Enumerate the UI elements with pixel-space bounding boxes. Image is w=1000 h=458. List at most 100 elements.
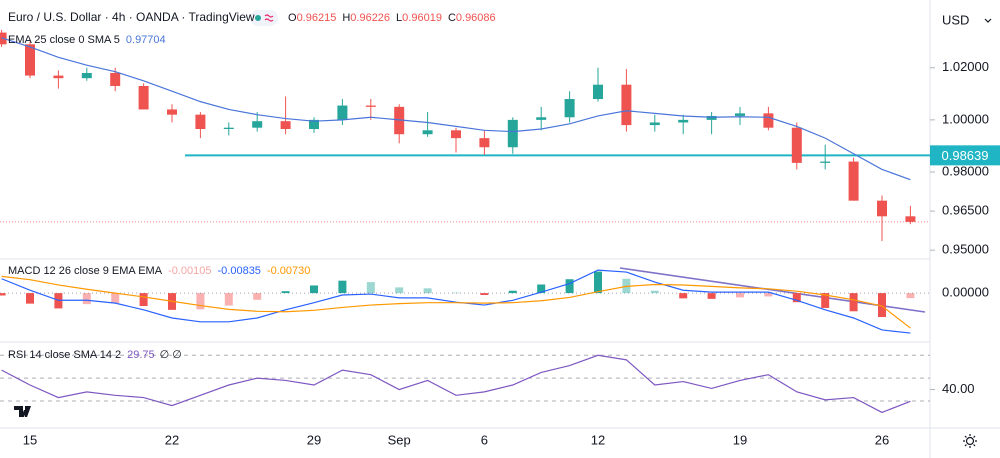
macd-histogram-bar <box>792 293 801 303</box>
candle-body <box>110 72 121 86</box>
macd-histogram-bar <box>423 288 432 294</box>
macd-histogram-bar <box>111 293 120 304</box>
macd-histogram-bar <box>224 293 233 306</box>
macd-histogram-bar <box>821 293 830 308</box>
ohlc-key: O <box>288 12 297 24</box>
ohlc-key: L <box>396 12 402 24</box>
market-open-dot <box>255 15 261 21</box>
rsi-line <box>1 354 911 414</box>
macd-title: MACD 12 26 close 9 EMA EMA <box>8 265 163 277</box>
candle-body <box>507 119 518 148</box>
tradingview-logo <box>14 406 31 417</box>
ohlc-value: 0.96086 <box>456 12 496 24</box>
macd-histogram-bar <box>849 293 858 312</box>
candle-body <box>195 114 206 129</box>
signal-line <box>1 275 911 329</box>
macd-histogram-bar <box>82 293 91 305</box>
settings-icon[interactable] <box>963 434 977 448</box>
macd-legend: MACD 12 26 close 9 EMA EMA -0.00105 -0.008… <box>8 265 310 277</box>
macd-histogram-bar <box>878 293 886 318</box>
macd-histogram-bar <box>707 293 716 299</box>
currency-dropdown-icon[interactable] <box>984 18 992 23</box>
indicator-value: 0.97704 <box>126 34 166 46</box>
macd-histogram-bar <box>764 293 773 297</box>
candle-body <box>252 121 263 128</box>
y-tick-label: 0.00000 <box>942 285 989 300</box>
ohlc-key: C <box>448 12 456 24</box>
candle-body <box>53 75 64 79</box>
candle-body <box>820 161 831 163</box>
macd-histogram-bar <box>26 293 34 304</box>
candle-body <box>422 130 433 135</box>
candle-body <box>337 105 348 120</box>
x-tick-label: 12 <box>591 432 605 447</box>
macd-histogram-bar <box>565 279 574 294</box>
y-tick-label: 40.00 <box>942 381 975 396</box>
macd-histogram-bar <box>452 292 460 294</box>
candle-body <box>621 84 632 126</box>
macd-histogram-bar <box>906 293 915 299</box>
macd-histogram-bar <box>253 293 262 300</box>
macd-histogram-bar <box>537 284 546 294</box>
ohlc-legend: O0.96215 H0.96226 L0.96019 C0.96086 <box>288 12 496 24</box>
signal-value: -0.00730 <box>267 265 310 277</box>
candle-body <box>280 121 291 129</box>
y-tick-label: 1.00000 <box>942 111 989 126</box>
macd-histogram-bar <box>338 280 347 294</box>
candle-body <box>763 113 774 128</box>
ohlc-key: H <box>342 12 350 24</box>
symbol-title: Euro / U.S. Dollar · 4h · OANDA · Tradin… <box>8 10 255 24</box>
candle-body <box>138 86 149 110</box>
candle-body <box>223 127 234 129</box>
ema-line <box>1 37 911 181</box>
candle-body <box>877 200 887 217</box>
x-tick-label: 22 <box>165 432 179 447</box>
settings-center <box>965 436 975 446</box>
macd-histogram-bar <box>281 291 290 294</box>
candle-body <box>365 105 376 107</box>
support-price-label: 0.98639 <box>942 148 989 163</box>
delayed-icon <box>264 14 274 22</box>
macd-histogram-bar <box>310 285 318 294</box>
macd-histogram-bar <box>139 293 148 307</box>
candle-body <box>678 119 689 123</box>
candle-body <box>791 127 802 163</box>
candle-body <box>905 216 916 222</box>
candle-body <box>451 130 461 139</box>
support-price-tag <box>930 145 1000 166</box>
candle-body <box>593 84 603 100</box>
candle-body <box>706 115 717 120</box>
candle-body <box>564 99 575 118</box>
x-tick-label: Sep <box>388 432 411 447</box>
candle-body <box>394 106 405 135</box>
ohlc-value: 0.96215 <box>297 12 337 24</box>
settings-rays <box>963 434 977 448</box>
rsi-title: RSI 14 close SMA 14 2 <box>8 349 121 361</box>
candle-body <box>536 117 547 120</box>
indicator-name: EMA 25 close 0 SMA 5 <box>8 34 120 46</box>
x-tick-label: 15 <box>23 432 37 447</box>
rsi-suffix: ∅ ∅ <box>160 349 182 361</box>
y-tick-label: 1.02000 <box>942 59 989 74</box>
macd-histogram-bar <box>196 293 205 310</box>
x-tick-label: 19 <box>733 432 747 447</box>
macd-histogram-bar <box>0 293 6 296</box>
y-tick-label: 0.95000 <box>942 242 989 257</box>
candle-body <box>167 109 177 115</box>
rsi-value: 29.75 <box>127 349 155 361</box>
macd-histogram-bar <box>736 293 744 298</box>
candle-body <box>649 122 660 126</box>
candle-body <box>81 72 92 79</box>
candle-body <box>479 138 490 148</box>
indicator-legend: EMA 25 close 0 SMA 5 0.97704 <box>8 34 166 46</box>
macd-histogram-bar <box>650 290 659 294</box>
macd-histogram-bar <box>679 293 688 299</box>
y-tick-label: 0.96500 <box>942 203 989 218</box>
candle-body <box>848 161 859 201</box>
x-tick-label: 6 <box>481 432 488 447</box>
x-tick-label: 29 <box>307 432 321 447</box>
status-pill <box>250 10 278 26</box>
currency-label[interactable]: USD <box>942 12 969 27</box>
